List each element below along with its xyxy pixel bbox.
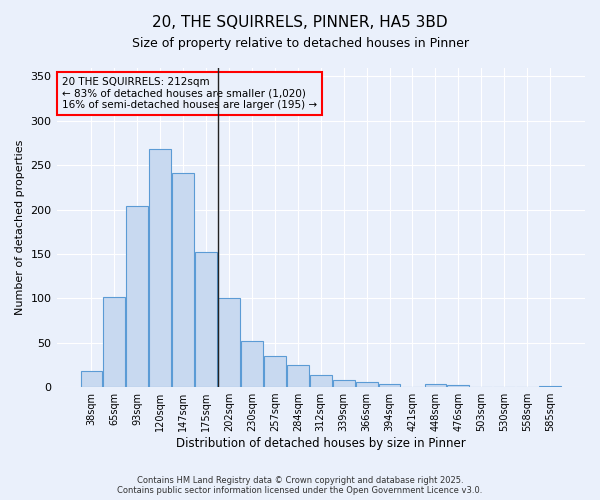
Bar <box>172 173 194 387</box>
Bar <box>264 356 286 387</box>
Bar <box>379 384 400 387</box>
Bar <box>539 386 561 387</box>
Bar <box>195 252 217 387</box>
Text: Size of property relative to detached houses in Pinner: Size of property relative to detached ho… <box>131 38 469 51</box>
Bar <box>333 380 355 387</box>
Bar <box>218 298 240 387</box>
Text: 20 THE SQUIRRELS: 212sqm
← 83% of detached houses are smaller (1,020)
16% of sem: 20 THE SQUIRRELS: 212sqm ← 83% of detach… <box>62 77 317 110</box>
Bar <box>448 386 469 387</box>
Text: 20, THE SQUIRRELS, PINNER, HA5 3BD: 20, THE SQUIRRELS, PINNER, HA5 3BD <box>152 15 448 30</box>
Bar <box>241 341 263 387</box>
Bar <box>80 371 103 387</box>
Bar <box>310 374 332 387</box>
Bar <box>287 365 309 387</box>
Y-axis label: Number of detached properties: Number of detached properties <box>15 140 25 315</box>
Bar <box>356 382 377 387</box>
Text: Contains HM Land Registry data © Crown copyright and database right 2025.
Contai: Contains HM Land Registry data © Crown c… <box>118 476 482 495</box>
Bar <box>103 296 125 387</box>
X-axis label: Distribution of detached houses by size in Pinner: Distribution of detached houses by size … <box>176 437 466 450</box>
Bar <box>149 149 171 387</box>
Bar <box>127 206 148 387</box>
Bar <box>425 384 446 387</box>
